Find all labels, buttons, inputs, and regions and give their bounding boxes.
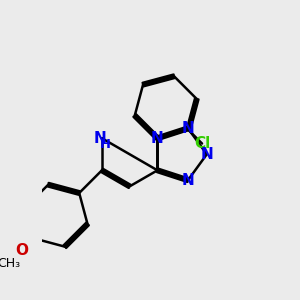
Text: N: N <box>94 131 107 146</box>
Text: N: N <box>182 173 194 188</box>
Text: H: H <box>100 137 111 151</box>
Text: O: O <box>15 243 28 258</box>
Text: Cl: Cl <box>194 136 210 151</box>
Text: N: N <box>182 121 194 136</box>
Text: CH₃: CH₃ <box>0 257 20 270</box>
Text: N: N <box>200 147 213 162</box>
Text: N: N <box>151 131 164 146</box>
